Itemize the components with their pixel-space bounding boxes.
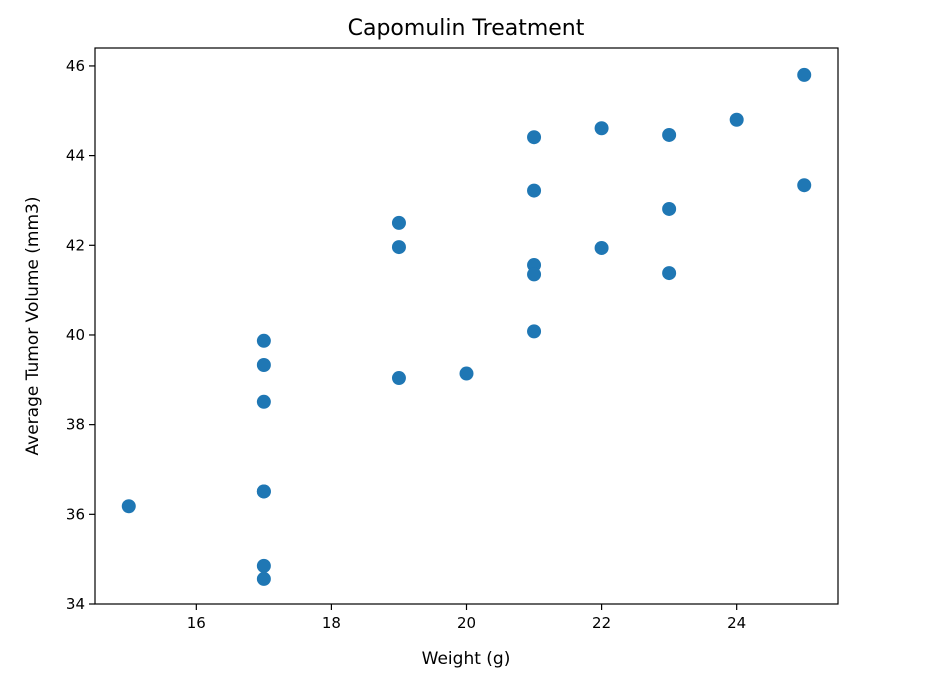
data-point <box>256 484 271 499</box>
data-point <box>729 112 744 127</box>
y-tick-label: 36 <box>66 505 85 523</box>
x-tick-label: 18 <box>322 614 341 632</box>
y-tick-label: 34 <box>66 595 85 613</box>
y-axis: 34 36 38 40 42 44 46 <box>66 57 95 613</box>
data-point <box>662 201 677 216</box>
data-point <box>391 240 406 255</box>
x-axis-label: Weight (g) <box>422 649 511 669</box>
data-points <box>121 67 812 586</box>
data-point <box>256 358 271 373</box>
data-point <box>797 178 812 193</box>
x-tick-label: 16 <box>187 614 206 632</box>
data-point <box>662 127 677 142</box>
x-tick-label: 20 <box>457 614 476 632</box>
y-tick-label: 40 <box>66 326 85 344</box>
data-point <box>527 130 542 145</box>
data-point <box>662 266 677 281</box>
data-point <box>459 366 474 381</box>
data-point <box>256 571 271 586</box>
x-tick-label: 24 <box>727 614 746 632</box>
y-tick-label: 44 <box>66 147 85 165</box>
plot-area <box>94 47 839 605</box>
y-tick-label: 38 <box>66 416 85 434</box>
data-point <box>594 240 609 255</box>
data-point <box>527 324 542 339</box>
data-point <box>594 121 609 136</box>
x-axis: 16 18 20 22 24 <box>187 604 746 632</box>
data-point <box>527 183 542 198</box>
data-point <box>256 558 271 573</box>
data-point <box>391 371 406 386</box>
data-point <box>527 267 542 282</box>
data-point <box>256 394 271 409</box>
y-tick-label: 46 <box>66 57 85 75</box>
data-point <box>797 67 812 82</box>
y-axis-label: Average Tumor Volume (mm3) <box>23 197 43 456</box>
y-tick-label: 42 <box>66 236 85 254</box>
chart-title: Capomulin Treatment <box>348 16 585 41</box>
data-point <box>121 499 136 514</box>
data-point <box>256 333 271 348</box>
data-point <box>391 215 406 230</box>
x-tick-label: 22 <box>592 614 611 632</box>
